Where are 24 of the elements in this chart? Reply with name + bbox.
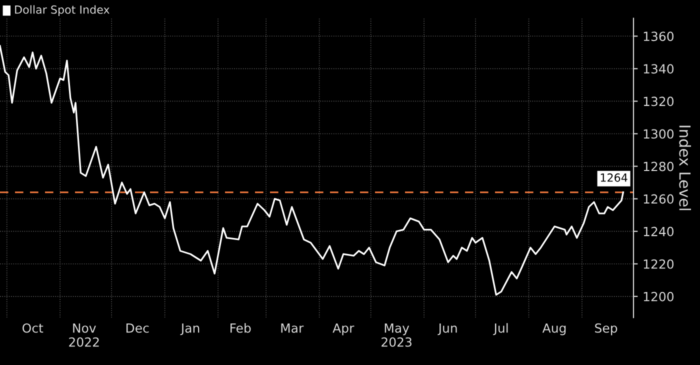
ref-line-label: 1264 [600, 173, 628, 182]
x-tick-label: Oct [22, 323, 44, 333]
x-tick-label: Jan [180, 323, 200, 336]
x-tick-label: Sep [595, 323, 618, 336]
y-tick-label: 1300 [644, 129, 674, 139]
legend-label: Dollar Spot Index [15, 5, 110, 16]
y-tick-label: 1240 [644, 226, 674, 236]
x-tick-label: Jun [438, 323, 457, 336]
y-axis-title: Index Level [679, 126, 692, 210]
x-tick-label: May 2023 [382, 323, 412, 347]
y-tick-label: 1340 [644, 64, 674, 74]
y-tick-label: 1200 [644, 292, 674, 302]
x-tick-label: Feb [230, 323, 251, 333]
y-tick-label: 1220 [644, 259, 674, 269]
x-tick-label: Nov 2022 [69, 323, 99, 347]
y-tick-label: 1280 [644, 162, 674, 172]
y-tick-label: 1320 [644, 96, 674, 106]
x-tick-label: Jul [493, 323, 508, 336]
y-tick-label: 1360 [644, 32, 674, 42]
x-tick-label: Mar [281, 323, 304, 333]
x-tick-label: Dec [126, 323, 149, 333]
y-tick-label: 1260 [644, 194, 674, 204]
x-tick-label: Aug [542, 323, 566, 336]
x-tick-label: Apr [332, 323, 354, 336]
